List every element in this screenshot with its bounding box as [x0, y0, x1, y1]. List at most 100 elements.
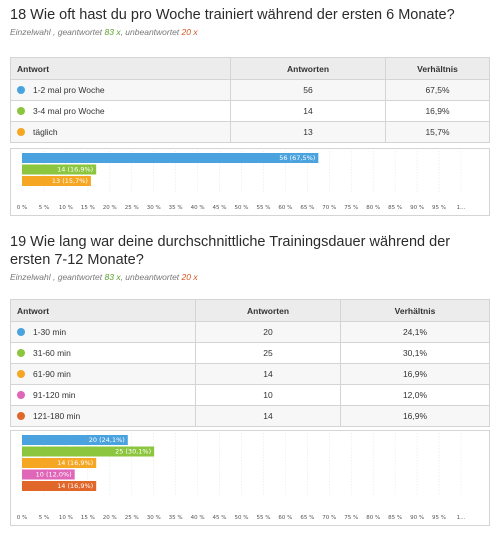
bar-chart-svg: 20 (24,1%) 25 (30,1%) 14 (16,9%) 10 (12,0%)…: [17, 433, 466, 521]
table-row: 31-60 min 25 30,1%: [10, 342, 490, 364]
count-cell: 14: [195, 363, 341, 385]
x-tick-label: 65 %: [300, 205, 314, 211]
bar: [22, 435, 128, 445]
ratio-cell: 16,9%: [340, 363, 490, 385]
bar-value-label: 10 (12,0%): [36, 471, 72, 479]
x-tick-label: 80 %: [366, 205, 380, 211]
question-meta: Einzelwahl , geantwortet 83 x, unbeantwo…: [10, 27, 490, 38]
x-tick-label: 65 %: [300, 515, 314, 521]
x-tick-label: 90 %: [410, 515, 424, 521]
legend-dot-icon: [17, 128, 25, 136]
x-tick-label: 40 %: [191, 515, 205, 521]
ratio-cell: 16,9%: [385, 100, 490, 122]
count-cell: 25: [195, 342, 341, 364]
x-tick-label: 95 %: [432, 515, 446, 521]
x-tick-label: 0 %: [17, 515, 27, 521]
bar: [22, 153, 319, 163]
x-tick-label: 80 %: [366, 515, 380, 521]
answer-label: 1-30 min: [33, 327, 67, 337]
answered-count: 83 x: [104, 272, 121, 282]
bar: [22, 469, 75, 480]
table-header-row: Antwort Antworten Verhältnis: [10, 299, 490, 322]
x-tick-label: 5 %: [39, 205, 49, 211]
x-tick-label: 60 %: [278, 205, 292, 211]
x-tick-label: 50 %: [235, 205, 249, 211]
legend-dot-icon: [17, 370, 25, 378]
question-title: 19 Wie lang war deine durchschnittliche …: [10, 234, 451, 268]
x-tick-label: 40 %: [191, 205, 205, 211]
x-tick-label: 75 %: [344, 515, 358, 521]
x-tick-label: 5 %: [39, 515, 49, 521]
x-tick-label: 10 %: [59, 205, 73, 211]
ratio-cell: 12,0%: [340, 384, 490, 406]
answer-cell: 1-30 min: [10, 321, 196, 343]
table-row: täglich 13 15,7%: [10, 121, 490, 143]
answer-cell: täglich: [10, 121, 231, 143]
answer-label: täglich: [33, 127, 58, 137]
count-cell: 20: [195, 321, 341, 343]
x-tick-label: 25 %: [125, 205, 139, 211]
bar: [22, 176, 91, 186]
bar-value-label: 56 (67,5%): [279, 154, 315, 162]
x-tick-label: 20 %: [103, 205, 117, 211]
bar: [22, 481, 97, 491]
legend-dot-icon: [17, 328, 25, 336]
bar-value-label: 14 (16,9%): [57, 459, 93, 467]
answer-label: 61-90 min: [33, 369, 71, 379]
count-cell: 10: [195, 384, 341, 406]
x-tick-label: 15 %: [81, 205, 95, 211]
answer-cell: 61-90 min: [10, 363, 196, 385]
table-row: 1-30 min 20 24,1%: [10, 321, 490, 343]
x-tick-label: 95 %: [432, 205, 446, 211]
x-tick-label: 35 %: [169, 205, 183, 211]
x-tick-label: 15 %: [81, 515, 95, 521]
count-cell: 14: [230, 100, 386, 122]
bar: [22, 446, 155, 457]
answer-cell: 121-180 min: [10, 405, 196, 427]
question-18: 18 Wie oft hast du pro Woche trainiert w…: [10, 6, 490, 216]
unanswered-count: 20 x: [181, 27, 198, 37]
x-tick-label: 35 %: [169, 515, 183, 521]
count-cell: 13: [230, 121, 386, 143]
legend-dot-icon: [17, 412, 25, 420]
ratio-cell: 30,1%: [340, 342, 490, 364]
answer-cell: 1-2 mal pro Woche: [10, 79, 231, 101]
x-tick-label: 30 %: [147, 205, 161, 211]
unanswered-count: 20 x: [181, 272, 198, 282]
x-tick-label: 1...: [457, 515, 466, 521]
table-row: 91-120 min 10 12,0%: [10, 384, 490, 406]
answer-label: 91-120 min: [33, 390, 76, 400]
header-ratio: Verhältnis: [385, 57, 490, 80]
results-table: Antwort Antworten Verhältnis 1-30 min 20…: [10, 299, 490, 427]
bar-value-label: 20 (24,1%): [89, 436, 125, 444]
legend-dot-icon: [17, 107, 25, 115]
x-tick-label: 70 %: [322, 205, 336, 211]
table-row: 121-180 min 14 16,9%: [10, 405, 490, 427]
question-meta: Einzelwahl , geantwortet 83 x, unbeantwo…: [10, 272, 490, 283]
x-tick-label: 60 %: [278, 515, 292, 521]
x-tick-label: 10 %: [59, 515, 73, 521]
x-tick-label: 30 %: [147, 515, 161, 521]
ratio-cell: 15,7%: [385, 121, 490, 143]
ratio-cell: 24,1%: [340, 321, 490, 343]
bar-value-label: 25 (30,1%): [115, 448, 151, 456]
results-table: Antwort Antworten Verhältnis 1-2 mal pro…: [10, 57, 490, 143]
bar: [22, 164, 97, 175]
meta-prefix: Einzelwahl , geantwortet: [10, 27, 105, 37]
header-ratio: Verhältnis: [340, 299, 490, 322]
x-tick-label: 25 %: [125, 515, 139, 521]
table-row: 61-90 min 14 16,9%: [10, 363, 490, 385]
bar-value-label: 14 (16,9%): [57, 166, 93, 174]
x-tick-label: 75 %: [344, 205, 358, 211]
count-cell: 56: [230, 79, 386, 101]
meta-mid: , unbeantwortet: [120, 27, 182, 37]
question-19: 19 Wie lang war deine durchschnittliche …: [10, 233, 490, 526]
bar: [22, 458, 97, 468]
header-count: Antworten: [230, 57, 386, 80]
answer-cell: 3-4 mal pro Woche: [10, 100, 231, 122]
header-answer: Antwort: [10, 299, 196, 322]
x-tick-label: 55 %: [256, 205, 270, 211]
x-tick-label: 70 %: [322, 515, 336, 521]
ratio-cell: 67,5%: [385, 79, 490, 101]
bar-value-label: 14 (16,9%): [57, 482, 93, 490]
